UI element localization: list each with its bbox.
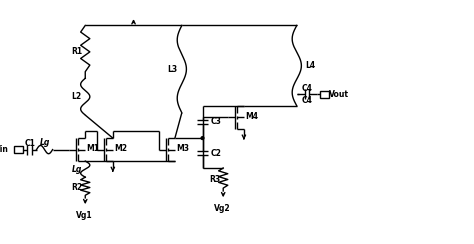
Text: R2: R2	[72, 183, 82, 192]
Text: Lg: Lg	[39, 138, 50, 147]
Text: Vg1: Vg1	[76, 211, 92, 220]
Text: M1: M1	[86, 144, 99, 153]
Text: Vg2: Vg2	[214, 204, 230, 213]
Text: R1: R1	[72, 47, 82, 56]
Text: M2: M2	[114, 144, 127, 153]
Text: M4: M4	[245, 112, 258, 121]
Text: C2: C2	[211, 149, 222, 158]
Text: R3: R3	[210, 175, 220, 184]
Text: Vout: Vout	[329, 90, 349, 99]
Circle shape	[201, 137, 204, 140]
Text: C1: C1	[24, 139, 35, 148]
Text: M3: M3	[176, 144, 189, 153]
Text: C4: C4	[301, 84, 312, 93]
FancyBboxPatch shape	[14, 146, 23, 153]
Text: L4: L4	[305, 61, 315, 70]
Text: Vin: Vin	[0, 145, 9, 154]
Text: C3: C3	[211, 118, 222, 126]
Text: C4: C4	[301, 96, 312, 105]
Text: Lg: Lg	[72, 165, 82, 174]
FancyBboxPatch shape	[320, 91, 328, 98]
Text: L2: L2	[71, 92, 81, 101]
Text: L3: L3	[168, 65, 178, 74]
